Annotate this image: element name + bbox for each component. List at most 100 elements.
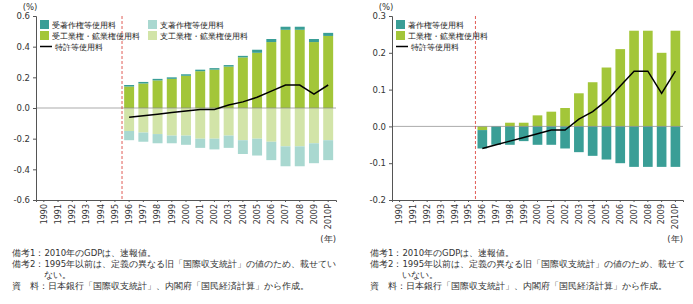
bar bbox=[181, 136, 191, 145]
zero-line bbox=[36, 108, 336, 109]
legend-label: 受著作権等使用料 bbox=[52, 21, 116, 30]
x-tick-mark bbox=[592, 200, 593, 202]
bar bbox=[546, 126, 556, 144]
legend-swatch bbox=[396, 20, 405, 29]
note-text: 1995年以前は、定義の異なる旧「国際収支統計」の値のため、載せていない。 bbox=[402, 259, 685, 280]
bar bbox=[323, 33, 333, 36]
x-tick-label: 2008 bbox=[296, 204, 305, 224]
note-text: 1995年以前は、定義の異なる旧「国際収支統計」の値のため、載せていない。 bbox=[44, 259, 336, 280]
chart-panel: -0.6-0.4-0.20.00.20.40.61990199119921993… bbox=[12, 2, 337, 291]
x-tick: 1994 bbox=[96, 200, 105, 224]
x-tick-label: 1996 bbox=[478, 204, 487, 224]
x-tick-mark bbox=[468, 200, 469, 202]
y-axis: -0.6-0.4-0.20.00.20.40.6 bbox=[13, 11, 36, 205]
bar bbox=[252, 108, 262, 139]
bar bbox=[124, 108, 134, 131]
bar bbox=[505, 123, 515, 127]
x-tick: 1995 bbox=[464, 200, 473, 224]
x-tick-mark bbox=[171, 200, 172, 202]
bar bbox=[238, 140, 248, 154]
y-tick: 0.4 bbox=[16, 42, 36, 52]
legend-label: 特許等使用料 bbox=[55, 43, 103, 52]
x-tick: 1996 bbox=[478, 200, 487, 224]
bar bbox=[195, 108, 205, 139]
bar bbox=[323, 108, 333, 140]
x-tick-mark bbox=[509, 200, 510, 202]
bar bbox=[138, 108, 148, 133]
x-axis-line bbox=[393, 201, 684, 203]
bar bbox=[167, 79, 177, 108]
x-tick-mark bbox=[661, 200, 662, 202]
x-tick-mark bbox=[58, 200, 59, 202]
bar bbox=[478, 126, 488, 130]
bar bbox=[238, 56, 248, 58]
bar bbox=[167, 77, 177, 79]
y-tick-label: 0.2 bbox=[16, 73, 30, 83]
bar bbox=[657, 126, 667, 166]
note-label: 資 料： bbox=[370, 281, 406, 291]
bar bbox=[309, 143, 319, 163]
x-tick: 1992 bbox=[423, 200, 432, 224]
y-tick-label: 0.3 bbox=[372, 11, 386, 21]
note-text: 2010年のGDPは、速報値。 bbox=[44, 248, 156, 258]
x-tick-label: 2009 bbox=[657, 204, 666, 224]
x-tick-label: 2002 bbox=[210, 204, 219, 224]
x-tick-label: 2010P bbox=[324, 204, 333, 229]
x-tick-label: 1998 bbox=[506, 204, 515, 224]
x-tick: 2001 bbox=[196, 200, 205, 224]
x-tick-mark bbox=[427, 200, 428, 202]
y-tick: 0.3 bbox=[372, 11, 392, 21]
x-tick-mark bbox=[228, 200, 229, 202]
y-tick-label: 0.2 bbox=[372, 48, 386, 58]
x-tick-mark bbox=[285, 200, 286, 202]
x-tick-label: 2000 bbox=[533, 204, 542, 224]
y-tick-mark bbox=[389, 90, 392, 91]
bar bbox=[323, 140, 333, 160]
legend-swatch bbox=[148, 20, 157, 29]
x-tick-label: 2009 bbox=[310, 204, 319, 224]
x-tick-mark bbox=[100, 200, 101, 202]
y-tick-mark bbox=[389, 200, 392, 201]
bar bbox=[533, 115, 543, 126]
bar bbox=[671, 31, 681, 127]
note-label: 備考1： bbox=[370, 248, 402, 258]
y-tick: 0.1 bbox=[372, 85, 392, 95]
x-tick-mark bbox=[328, 200, 329, 202]
x-tick-mark bbox=[313, 200, 314, 202]
note-label: 備考2： bbox=[12, 259, 44, 269]
x-tick-label: 1999 bbox=[168, 204, 177, 224]
line bbox=[129, 85, 328, 117]
bar bbox=[252, 53, 262, 108]
bar bbox=[138, 133, 148, 142]
x-tick: 2008 bbox=[644, 200, 653, 224]
bar bbox=[167, 136, 177, 144]
legend-label: 受工業権・鉱業権使用料 bbox=[52, 32, 140, 41]
x-tick-label: 2003 bbox=[575, 204, 584, 224]
bar bbox=[671, 126, 681, 166]
x-tick: 1991 bbox=[409, 200, 418, 224]
bar bbox=[224, 65, 234, 67]
y-tick-mark bbox=[389, 53, 392, 54]
legend-swatch bbox=[40, 20, 49, 29]
x-axis-line bbox=[37, 201, 337, 203]
bar bbox=[266, 108, 276, 142]
x-tick-mark bbox=[129, 200, 130, 202]
x-tick-label: 1994 bbox=[451, 204, 460, 224]
y-axis-line bbox=[389, 17, 393, 201]
legend-swatch bbox=[396, 46, 408, 48]
bar bbox=[602, 126, 612, 159]
y-tick: 0.2 bbox=[372, 48, 392, 58]
x-tick-label: 1992 bbox=[423, 204, 432, 224]
note-text: 日本銀行「国際収支統計」、内閣府「国民経済計算」から作成。 bbox=[48, 281, 309, 291]
x-tick: 2003 bbox=[224, 200, 233, 224]
x-tick: 1998 bbox=[153, 200, 162, 224]
x-tick-label: 2001 bbox=[547, 204, 556, 224]
x-tick: 1997 bbox=[492, 200, 501, 224]
zero-line bbox=[392, 126, 683, 127]
bar bbox=[252, 50, 262, 53]
x-tick: 1999 bbox=[520, 200, 529, 224]
x-tick-label: 2001 bbox=[196, 204, 205, 224]
x-tick: 1999 bbox=[168, 200, 177, 224]
bar bbox=[266, 142, 276, 160]
bar bbox=[224, 67, 234, 108]
